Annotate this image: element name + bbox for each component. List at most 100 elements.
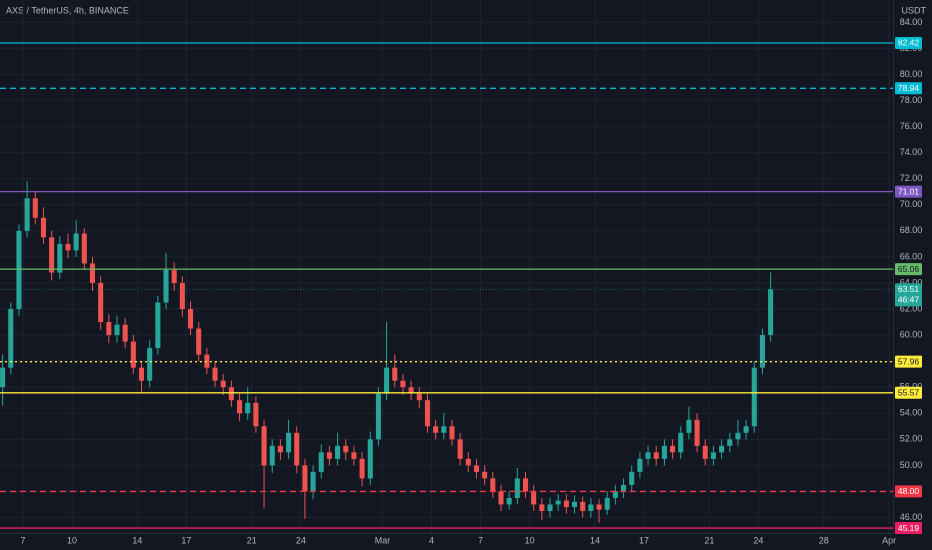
level-label: 55.57 [898, 388, 920, 398]
currency-label: USDT [902, 5, 927, 15]
candle-body [318, 452, 324, 472]
level-label-box [895, 355, 922, 368]
x-tick-label: 24 [296, 535, 306, 545]
y-tick-label: 68.00 [900, 225, 923, 235]
x-tick-label: 17 [639, 535, 649, 545]
candle-body [686, 419, 692, 433]
x-tick-label: 7 [478, 535, 483, 545]
candle-body [759, 335, 765, 368]
candle-body [531, 491, 537, 505]
candle-body [81, 233, 87, 264]
candle-body [277, 445, 283, 453]
candle-body [751, 367, 757, 427]
level-label-box [895, 263, 922, 276]
candle-body [678, 432, 684, 453]
level-label: 71.01 [898, 186, 920, 196]
candle-body [155, 302, 161, 349]
candle-body [138, 367, 145, 381]
candle-body [384, 367, 390, 394]
candle-body [490, 478, 496, 492]
level-label-box [895, 485, 922, 498]
x-tick-label: Mar [375, 535, 391, 545]
x-tick-label: 4 [429, 535, 434, 545]
candle-body [637, 458, 643, 472]
candle-body [719, 445, 725, 453]
candle-body [367, 439, 373, 479]
level-label: 45.19 [898, 523, 920, 533]
candle-body [335, 445, 341, 459]
candle-body [612, 491, 618, 498]
x-tick-label: 14 [132, 535, 142, 545]
y-tick-label: 46.00 [900, 512, 923, 522]
y-tick-label: 74.00 [900, 147, 923, 157]
candle-body [514, 478, 520, 498]
candle-body [506, 497, 512, 505]
candle-body [563, 500, 569, 508]
candle-body [571, 501, 578, 508]
candle-body [40, 217, 46, 238]
candle-body [547, 504, 553, 511]
y-tick-label: 72.00 [900, 173, 923, 183]
candle-body [735, 432, 741, 440]
candle-body [73, 233, 79, 251]
candle-body [294, 432, 300, 466]
candle-body [604, 497, 610, 510]
candle-body [245, 402, 251, 414]
y-tick-label: 56.00 [900, 382, 923, 392]
candle-body [237, 400, 243, 414]
candle-body [408, 387, 414, 394]
candle-body [326, 452, 332, 459]
level-label: 57.96 [898, 356, 920, 366]
x-tick-label: 28 [819, 535, 829, 545]
candle-body [702, 445, 708, 459]
candle-body [65, 243, 71, 251]
candle-body [629, 471, 635, 485]
last-price-label: 63.51 [898, 284, 920, 294]
candle-body [473, 465, 480, 472]
candle-body [16, 230, 22, 310]
candle-body [253, 402, 259, 427]
x-tick-label: Apr [882, 535, 896, 545]
candle-body [32, 198, 38, 218]
candle-body [710, 452, 716, 459]
candle-body [114, 324, 120, 336]
candle-body [171, 269, 177, 283]
y-tick-label: 66.00 [900, 251, 923, 261]
candle-body [196, 328, 202, 355]
x-tick-label: 21 [704, 535, 714, 545]
candle-body [441, 426, 447, 433]
candle-body [0, 367, 6, 388]
x-tick-label: 24 [753, 535, 763, 545]
candle-body [261, 426, 267, 466]
candle-body [694, 419, 700, 446]
candle-body [555, 500, 561, 505]
chart-title: AXS / TetherUS, 4h, BINANCE [6, 5, 129, 15]
candle-body [653, 452, 659, 459]
x-tick-label: 7 [21, 535, 26, 545]
candle-body [670, 445, 676, 453]
x-tick-label: 14 [590, 535, 600, 545]
candle-body [645, 452, 651, 459]
candle-body [498, 491, 504, 505]
y-tick-label: 52.00 [900, 434, 923, 444]
last-price-box [895, 283, 922, 307]
x-tick-label: 10 [525, 535, 535, 545]
candle-body [416, 393, 422, 401]
level-label-box [895, 522, 922, 535]
y-tick-label: 70.00 [900, 199, 923, 209]
candle-body [580, 501, 586, 511]
candle-body [220, 380, 226, 388]
candle-body [147, 348, 153, 381]
candle-body [359, 458, 365, 479]
candle-body [286, 432, 292, 453]
candle-body [661, 445, 667, 459]
candle-body [392, 367, 398, 381]
candle-body [743, 426, 749, 433]
candle-body [375, 393, 381, 440]
candle-body [228, 387, 234, 401]
countdown-label: 46:47 [898, 295, 920, 305]
candle-body [57, 243, 63, 273]
candle-body [269, 445, 275, 466]
